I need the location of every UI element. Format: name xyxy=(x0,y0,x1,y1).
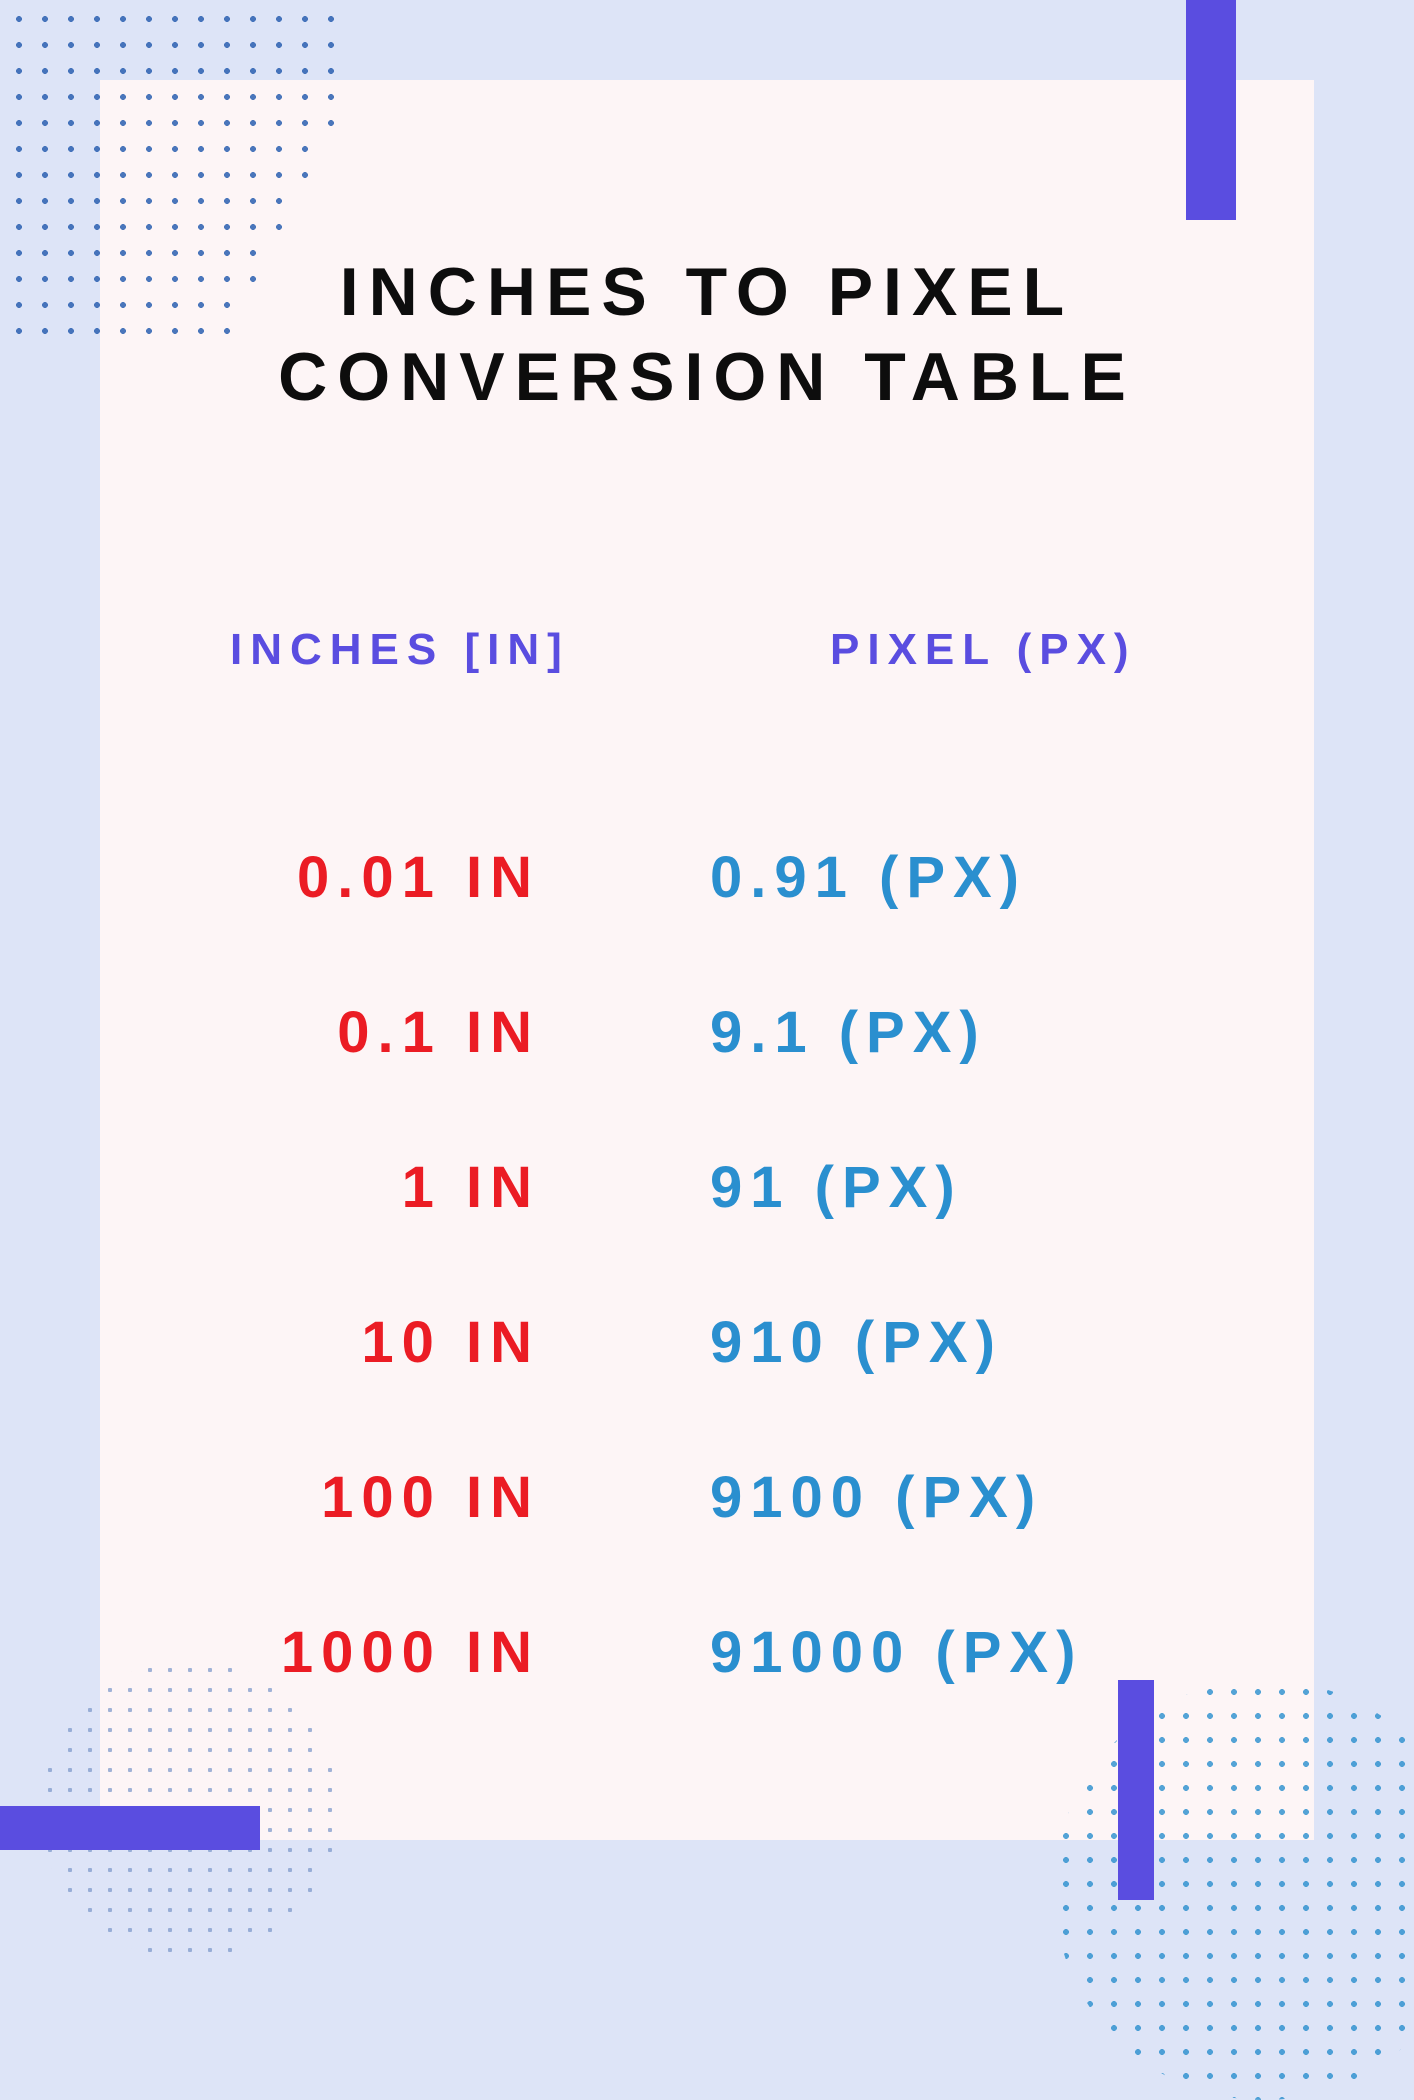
decor-bar-top-right xyxy=(1186,0,1236,220)
table-row: 1 IN 91 (PX) xyxy=(100,1110,1314,1265)
cell-inches: 100 IN xyxy=(100,1464,660,1531)
cell-pixel: 9100 (PX) xyxy=(660,1464,1314,1531)
cell-pixel: 91000 (PX) xyxy=(660,1619,1314,1686)
page-title: INCHES TO PIXEL CONVERSION TABLE xyxy=(0,250,1414,420)
table-row: 0.1 IN 9.1 (PX) xyxy=(100,955,1314,1110)
column-header-inches: INCHES [IN] xyxy=(230,625,570,675)
cell-inches: 1 IN xyxy=(100,1154,660,1221)
conversion-table: 0.01 IN 0.91 (PX) 0.1 IN 9.1 (PX) 1 IN 9… xyxy=(100,800,1314,1730)
cell-pixel: 0.91 (PX) xyxy=(660,844,1314,911)
cell-pixel: 91 (PX) xyxy=(660,1154,1314,1221)
table-row: 100 IN 9100 (PX) xyxy=(100,1420,1314,1575)
title-line-2: CONVERSION TABLE xyxy=(278,339,1136,415)
cell-pixel: 9.1 (PX) xyxy=(660,999,1314,1066)
title-line-1: INCHES TO PIXEL xyxy=(340,254,1074,330)
cell-inches: 0.1 IN xyxy=(100,999,660,1066)
cell-inches: 10 IN xyxy=(100,1309,660,1376)
column-header-pixel: PIXEL (PX) xyxy=(830,625,1137,675)
table-row: 0.01 IN 0.91 (PX) xyxy=(100,800,1314,955)
decor-bar-bottom-left xyxy=(0,1806,260,1850)
table-row: 10 IN 910 (PX) xyxy=(100,1265,1314,1420)
cell-inches: 1000 IN xyxy=(100,1619,660,1686)
decor-bar-bottom-right xyxy=(1118,1680,1154,1900)
cell-inches: 0.01 IN xyxy=(100,844,660,911)
cell-pixel: 910 (PX) xyxy=(660,1309,1314,1376)
